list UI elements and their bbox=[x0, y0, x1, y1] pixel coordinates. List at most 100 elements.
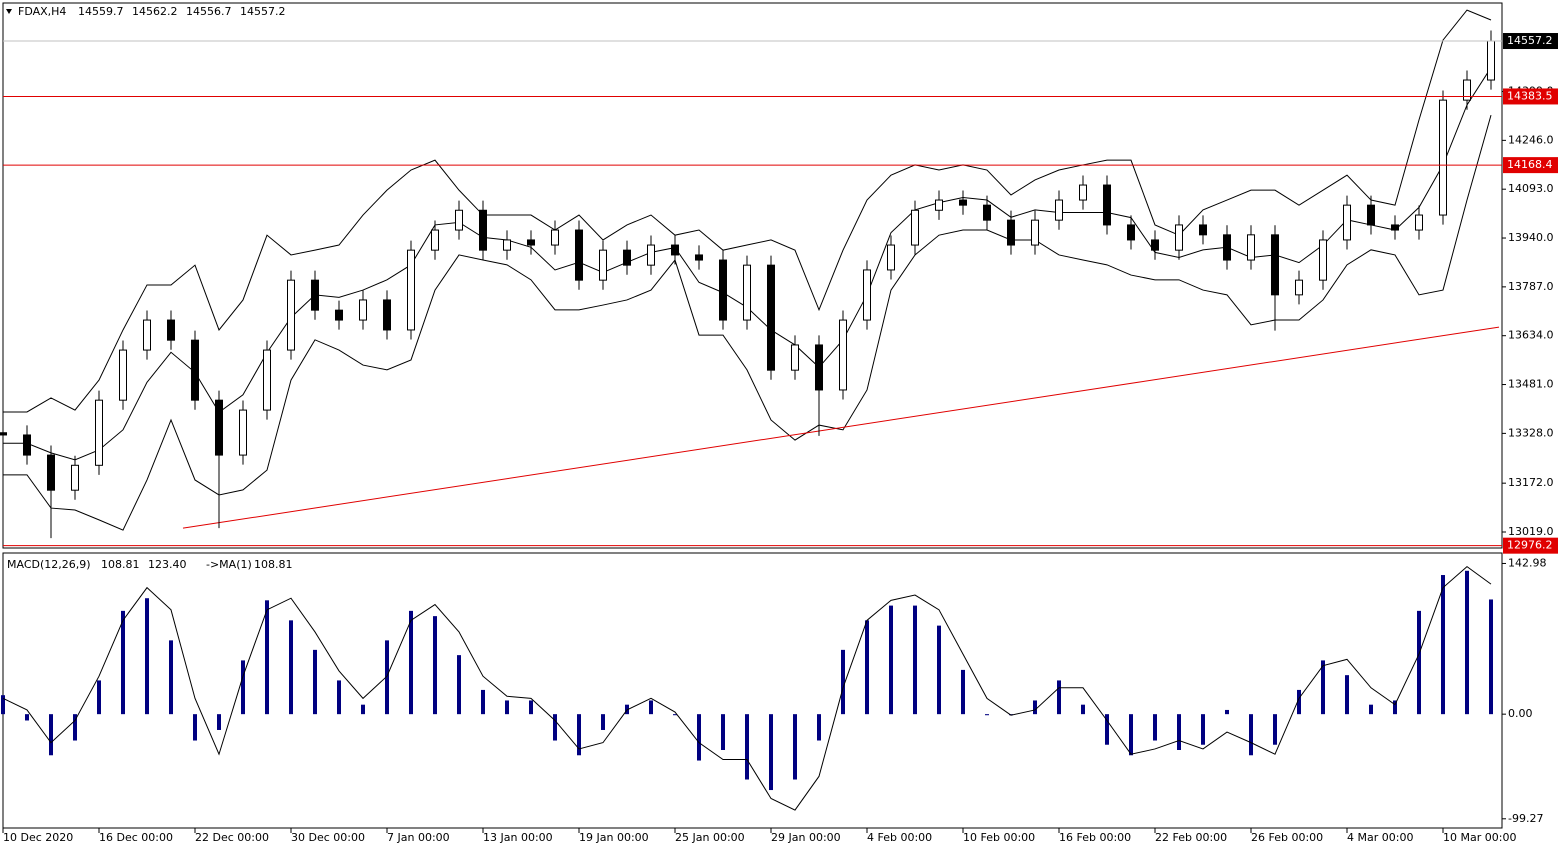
candle-body bbox=[263, 349, 271, 411]
candle-body bbox=[1247, 234, 1255, 261]
candle-body bbox=[1175, 224, 1183, 251]
macd-bar bbox=[1201, 714, 1205, 745]
candle-body bbox=[1415, 214, 1423, 231]
macd-header: 123.40 bbox=[148, 558, 187, 571]
x-tick-label: 22 Dec 00:00 bbox=[195, 831, 269, 844]
candle-body bbox=[671, 244, 679, 256]
x-tick-label: 10 Mar 00:00 bbox=[1443, 831, 1516, 844]
candle-body bbox=[647, 244, 655, 266]
macd-bar bbox=[913, 605, 917, 715]
macd-bar bbox=[697, 714, 701, 761]
quote-value: 14562.2 bbox=[132, 5, 178, 18]
macd-bar bbox=[1153, 714, 1157, 741]
macd-bar bbox=[1249, 714, 1253, 756]
candle-body bbox=[1463, 79, 1471, 101]
macd-bar bbox=[121, 610, 125, 715]
y-tick-label: 13019.0 bbox=[1508, 525, 1554, 538]
macd-bar bbox=[1105, 714, 1109, 745]
y-tick-label: 0.00 bbox=[1508, 707, 1533, 720]
candle-body bbox=[143, 319, 151, 351]
symbol-menu-arrow[interactable] bbox=[6, 9, 12, 14]
y-tick-label: 14246.0 bbox=[1508, 133, 1554, 146]
candle-body bbox=[791, 344, 799, 371]
candle-body bbox=[47, 454, 55, 491]
macd-bar bbox=[1081, 704, 1085, 715]
candle-body bbox=[1367, 204, 1375, 226]
macd-bar bbox=[433, 616, 437, 715]
candle-body bbox=[1151, 239, 1159, 251]
candle-body bbox=[1439, 99, 1447, 216]
macd-bar bbox=[865, 620, 869, 715]
macd-bar bbox=[193, 714, 197, 741]
candle-body bbox=[719, 259, 727, 321]
macd-bar bbox=[265, 600, 269, 715]
y-tick-label: 14093.0 bbox=[1508, 182, 1554, 195]
last-price-label: 14557.2 bbox=[1507, 34, 1553, 47]
candle-body bbox=[1103, 184, 1111, 226]
macd-bar bbox=[73, 714, 77, 741]
macd-bar bbox=[793, 714, 797, 780]
candle-body bbox=[767, 264, 775, 371]
candle-body bbox=[479, 209, 487, 251]
candle-body bbox=[119, 349, 127, 401]
candle-body bbox=[503, 239, 511, 251]
quote-value: 14557.2 bbox=[240, 5, 286, 18]
candle-body bbox=[1031, 219, 1039, 246]
candle-body bbox=[911, 209, 919, 246]
macd-bar bbox=[97, 680, 101, 715]
macd-bar bbox=[241, 660, 245, 715]
macd-bar bbox=[601, 714, 605, 730]
macd-bar bbox=[1273, 714, 1277, 745]
candle-body bbox=[407, 249, 415, 331]
candle-body bbox=[0, 432, 7, 436]
macd-bar bbox=[1225, 709, 1229, 715]
candle-body bbox=[1271, 234, 1279, 296]
candle-body bbox=[1343, 204, 1351, 241]
candle-body bbox=[1391, 224, 1399, 231]
level-box bbox=[1503, 537, 1558, 554]
macd-header: 108.81 bbox=[101, 558, 140, 571]
candle-body bbox=[1127, 224, 1135, 241]
macd-header: ->MA(1) bbox=[206, 558, 252, 571]
macd-bar bbox=[1321, 660, 1325, 715]
macd-bar bbox=[1417, 610, 1421, 715]
candle-body bbox=[1487, 40, 1495, 81]
x-tick-label: 26 Feb 00:00 bbox=[1251, 831, 1323, 844]
macd-bar bbox=[1369, 704, 1373, 715]
candle-body bbox=[383, 299, 391, 331]
x-tick-label: 7 Jan 00:00 bbox=[387, 831, 450, 844]
level-label: 14383.5 bbox=[1507, 89, 1553, 102]
macd-bar bbox=[649, 700, 653, 715]
candle-body bbox=[935, 199, 943, 211]
y-tick-label: -99.27 bbox=[1508, 812, 1543, 825]
candle-body bbox=[359, 299, 367, 321]
quote-value: 14559.7 bbox=[78, 5, 124, 18]
macd-bar bbox=[841, 649, 845, 715]
last-price-box bbox=[1503, 33, 1558, 50]
macd-panel bbox=[2, 552, 1503, 829]
x-tick-label: 29 Jan 00:00 bbox=[771, 831, 841, 844]
macd-bar bbox=[1297, 689, 1301, 715]
candle-body bbox=[551, 229, 559, 246]
candle-body bbox=[431, 229, 439, 251]
candle-body bbox=[1007, 219, 1015, 246]
candle-body bbox=[239, 409, 247, 456]
x-tick-label: 25 Jan 00:00 bbox=[675, 831, 745, 844]
trendline bbox=[182, 326, 1500, 529]
macd-bar bbox=[217, 714, 221, 730]
x-tick-label: 19 Jan 00:00 bbox=[579, 831, 649, 844]
macd-bar bbox=[169, 640, 173, 715]
candle-body bbox=[743, 264, 751, 321]
macd-bar bbox=[409, 610, 413, 715]
candle-body bbox=[983, 204, 991, 221]
macd-bar bbox=[1177, 714, 1181, 750]
macd-bar bbox=[1057, 680, 1061, 715]
y-tick-label: 13328.0 bbox=[1508, 426, 1554, 439]
candle-body bbox=[1199, 224, 1207, 236]
candle-body bbox=[815, 344, 823, 391]
main-panel bbox=[2, 2, 1503, 549]
candle-body bbox=[839, 319, 847, 391]
x-tick-label: 16 Feb 00:00 bbox=[1059, 831, 1131, 844]
macd-bar bbox=[721, 714, 725, 750]
